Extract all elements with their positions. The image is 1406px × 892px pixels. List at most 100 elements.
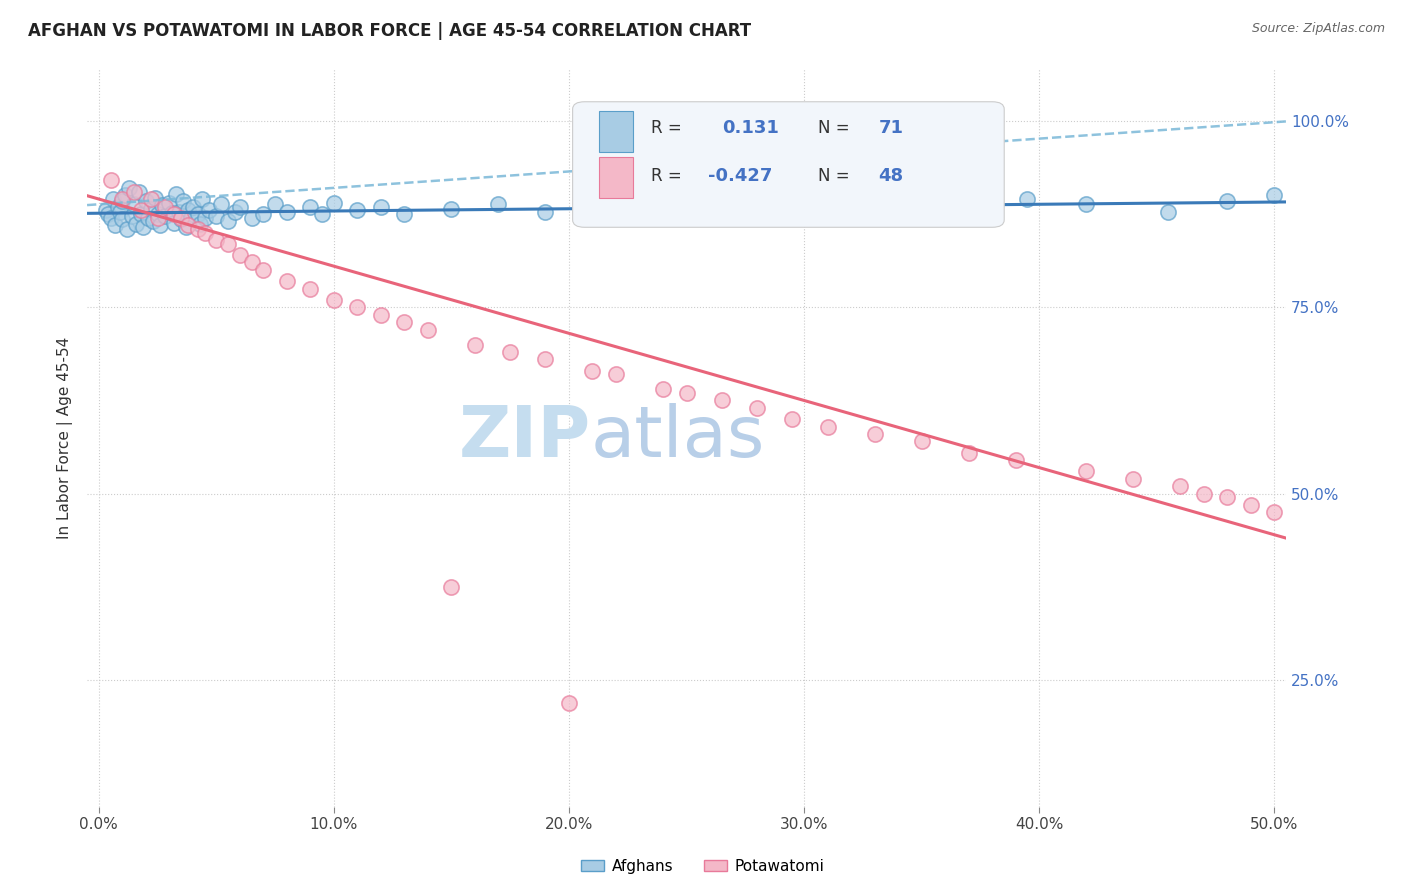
Point [132,219,155,234]
Point [863,204,886,219]
Point [1216,194,1239,209]
Point [264,197,287,211]
Point [1076,464,1098,478]
Point [276,204,298,219]
Point [910,434,932,449]
Text: R =: R = [651,119,682,136]
Text: 0.131: 0.131 [723,119,779,136]
Point [209,197,232,211]
Point [187,222,209,236]
Point [793,200,815,214]
Point [177,203,200,218]
Point [188,217,211,231]
Legend: Afghans, Potawatomi: Afghans, Potawatomi [575,853,831,880]
FancyBboxPatch shape [572,102,1004,227]
Point [1004,453,1026,467]
Point [346,203,368,218]
Text: R =: R = [651,167,682,185]
Point [128,185,150,199]
Point [699,194,721,209]
Point [174,220,197,235]
Point [675,386,697,401]
Point [142,214,165,228]
Point [198,203,221,218]
Point [187,207,209,221]
Text: AFGHAN VS POTAWATOMI IN LABOR FORCE | AGE 45-54 CORRELATION CHART: AFGHAN VS POTAWATOMI IN LABOR FORCE | AG… [28,22,751,40]
Point [1168,479,1191,493]
Point [370,200,392,214]
Point [957,445,980,459]
Point [710,393,733,408]
Point [170,212,193,227]
Point [276,274,298,288]
Point [217,236,239,251]
Point [194,226,217,240]
Point [129,203,152,218]
Point [125,217,148,231]
Point [322,293,344,307]
Point [934,194,956,209]
Point [499,345,522,359]
Point [100,173,122,187]
Point [322,195,344,210]
Point [863,427,886,442]
Point [1240,498,1263,512]
Point [179,211,201,225]
Point [240,255,263,269]
Text: N =: N = [818,167,851,185]
Point [1157,204,1180,219]
Point [205,233,228,247]
Text: N =: N = [818,119,851,136]
Point [370,308,392,322]
Point [1017,192,1039,206]
Point [217,214,239,228]
Text: atlas: atlas [591,403,765,472]
Point [163,216,186,230]
Point [170,211,193,225]
Point [108,204,131,219]
Point [94,203,117,218]
Point [139,192,162,206]
Point [153,209,176,223]
Point [534,204,557,219]
Point [167,204,190,219]
Point [172,194,194,208]
Point [150,198,173,212]
Point [817,419,839,434]
Point [107,200,129,214]
Point [181,200,204,214]
Point [163,207,186,221]
Point [558,696,581,710]
Point [311,207,333,221]
Point [440,580,463,594]
Point [97,207,120,221]
Point [229,248,252,262]
Point [139,202,162,216]
Point [122,197,145,211]
Point [394,315,416,329]
Point [416,322,439,336]
Point [581,363,603,377]
Point [104,218,127,232]
Point [1263,505,1285,519]
FancyBboxPatch shape [599,157,633,198]
Point [240,211,263,225]
Point [605,368,627,382]
Point [1122,472,1144,486]
Point [252,263,274,277]
Point [488,197,510,211]
Point [122,185,145,199]
Point [224,204,246,219]
Y-axis label: In Labor Force | Age 45-54: In Labor Force | Age 45-54 [58,336,73,539]
Point [299,200,322,214]
Point [745,401,768,415]
Point [111,194,134,209]
Point [346,300,368,314]
Point [194,211,217,225]
Text: -0.427: -0.427 [709,167,772,185]
Point [299,282,322,296]
Text: 71: 71 [879,119,903,136]
Point [252,207,274,221]
Point [1263,188,1285,202]
Point [165,186,187,201]
